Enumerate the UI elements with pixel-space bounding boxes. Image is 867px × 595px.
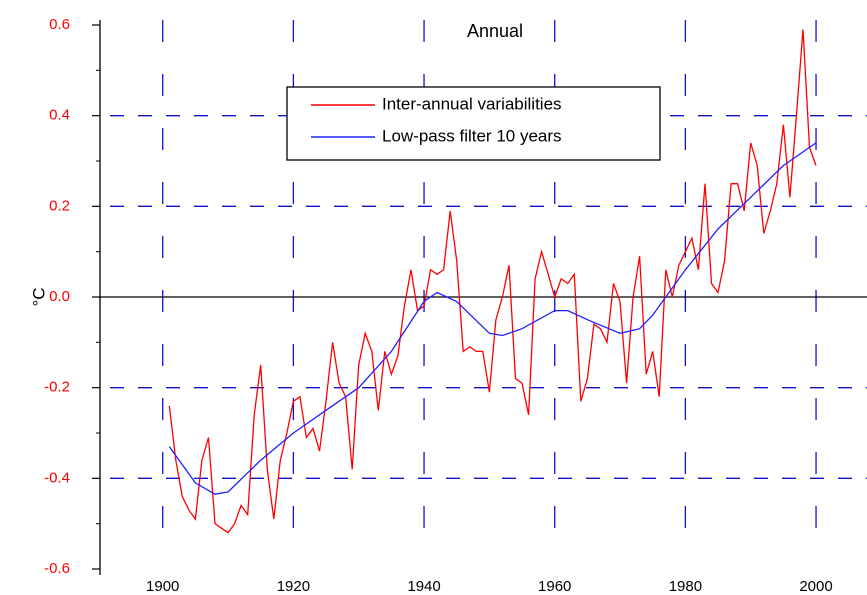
chart-title: Annual (467, 21, 523, 41)
x-tick-label: 1980 (669, 578, 702, 595)
legend-label: Inter-annual variabilities (382, 94, 562, 113)
y-tick-label: 0.6 (49, 16, 70, 33)
y-tick-label: 0.0 (49, 288, 70, 305)
x-tick-label: 2000 (799, 578, 832, 595)
y-tick-label: -0.2 (44, 379, 70, 396)
y-tick-label: -0.4 (44, 469, 70, 486)
x-tick-label: 1920 (277, 578, 310, 595)
title-background (440, 18, 550, 46)
legend-label: Low-pass filter 10 years (382, 126, 562, 145)
x-tick-label: 1940 (407, 578, 440, 595)
x-tick-label: 1960 (538, 578, 571, 595)
y-tick-label: 0.2 (49, 197, 70, 214)
y-tick-label: -0.6 (44, 560, 70, 577)
y-tick-label: 0.4 (49, 107, 70, 124)
series-line (168, 29, 817, 534)
legend-box (286, 86, 661, 161)
series-line (168, 142, 817, 495)
y-axis-label: °C (29, 287, 48, 306)
x-tick-label: 1900 (146, 578, 179, 595)
